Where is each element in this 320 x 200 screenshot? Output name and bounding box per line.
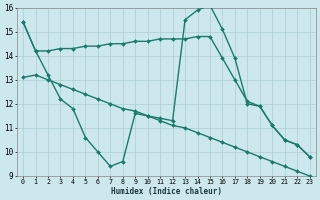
X-axis label: Humidex (Indice chaleur): Humidex (Indice chaleur)	[111, 187, 222, 196]
